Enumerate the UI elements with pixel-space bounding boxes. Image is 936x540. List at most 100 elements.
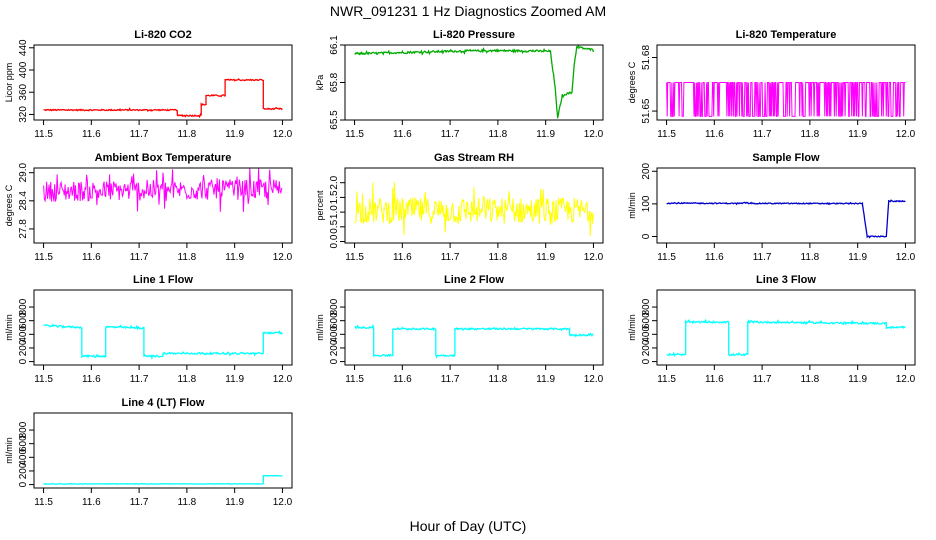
series-line xyxy=(354,44,595,119)
y-tick-label: 800 xyxy=(329,298,340,315)
figure-xlabel: Hour of Day (UTC) xyxy=(410,518,527,534)
y-tick-label: 65.5 xyxy=(329,110,340,130)
x-tick-label: 11.9 xyxy=(848,374,867,385)
panel-title: Li-820 CO2 xyxy=(134,29,191,41)
y-tick-label: 0.5 xyxy=(329,219,340,233)
x-tick-label: 12.0 xyxy=(584,252,604,263)
y-tick-label: 1.0 xyxy=(329,205,340,219)
y-tick-label: 600 xyxy=(18,312,29,329)
y-tick-label: 200 xyxy=(18,462,29,479)
y-axis-label: degrees C xyxy=(4,184,14,226)
x-tick-label: 12.0 xyxy=(584,129,604,140)
x-tick-label: 11.8 xyxy=(801,252,820,263)
x-tick-label: 11.5 xyxy=(34,129,53,140)
y-axis-label: ml/min xyxy=(627,314,637,341)
series-line xyxy=(666,199,906,239)
y-tick-label: 600 xyxy=(18,435,29,452)
x-tick-label: 11.7 xyxy=(753,374,772,385)
x-tick-label: 12.0 xyxy=(584,374,604,385)
y-tick-label: 800 xyxy=(18,298,29,315)
y-tick-label: 51.65 xyxy=(641,98,652,123)
y-axis-label: percent xyxy=(315,190,325,221)
panel-title: Line 3 Flow xyxy=(756,274,816,286)
x-tick-label: 11.8 xyxy=(178,129,197,140)
x-tick-label: 11.5 xyxy=(34,252,53,263)
panel-1: Li-820 Pressure 11.5 11.6 11.7 11.8 11.9 12.0 6… xyxy=(315,29,604,140)
x-tick-label: 11.8 xyxy=(178,374,197,385)
y-tick-label: 51.68 xyxy=(641,45,652,70)
y-tick-label: 29.0 xyxy=(18,163,29,183)
x-tick-label: 11.5 xyxy=(657,252,676,263)
series-line xyxy=(43,78,283,119)
y-tick-label: 600 xyxy=(641,312,652,329)
x-tick-label: 11.9 xyxy=(225,374,244,385)
y-tick-label: 66.1 xyxy=(329,35,340,55)
x-tick-label: 11.8 xyxy=(801,129,820,140)
x-tick-label: 11.9 xyxy=(848,252,867,263)
x-tick-label: 11.8 xyxy=(489,252,508,263)
x-tick-label: 11.8 xyxy=(178,497,197,508)
y-axis-label: degrees C xyxy=(627,61,637,103)
panel-9: Line 4 (LT) Flow 11.5 11.6 11.7 11.8 11.9 12.0… xyxy=(4,397,293,508)
y-tick-label: 800 xyxy=(641,298,652,315)
panel-title: Line 4 (LT) Flow xyxy=(122,397,205,409)
panel-title: Ambient Box Temperature xyxy=(95,152,232,164)
plot-frame xyxy=(344,167,604,244)
y-tick-label: 200 xyxy=(641,339,652,356)
panel-2: Li-820 Temperature 11.5 11.6 11.7 11.8 11.9 12… xyxy=(627,29,916,140)
series-line xyxy=(354,323,594,359)
plot-frame xyxy=(656,167,916,244)
y-axis-label: ml/min xyxy=(315,314,325,341)
x-tick-label: 11.5 xyxy=(34,374,53,385)
figure-title: NWR_091231 1 Hz Diagnostics Zoomed AM xyxy=(330,3,606,19)
x-tick-label: 11.7 xyxy=(753,129,772,140)
x-tick-label: 11.7 xyxy=(753,252,772,263)
x-tick-label: 11.8 xyxy=(801,374,820,385)
y-tick-label: 400 xyxy=(641,326,652,343)
x-tick-label: 11.5 xyxy=(345,129,364,140)
y-tick-label: 200 xyxy=(641,162,652,179)
panel-0: Li-820 CO2 11.5 11.6 11.7 11.8 11.9 12.0 320 360… xyxy=(4,29,293,140)
y-tick-label: 440 xyxy=(18,39,29,56)
panel-title: Gas Stream RH xyxy=(434,152,514,164)
x-tick-label: 12.0 xyxy=(273,252,293,263)
x-tick-label: 11.6 xyxy=(393,129,412,140)
panel-title: Line 1 Flow xyxy=(133,274,193,286)
y-tick-label: 800 xyxy=(18,421,29,438)
plot-frame xyxy=(344,289,604,366)
y-tick-label: 400 xyxy=(18,61,29,78)
x-tick-label: 11.5 xyxy=(345,252,364,263)
x-tick-label: 11.7 xyxy=(441,129,460,140)
y-tick-label: 200 xyxy=(329,339,340,356)
x-tick-label: 11.9 xyxy=(536,252,555,263)
y-tick-label: 400 xyxy=(18,449,29,466)
x-tick-label: 11.9 xyxy=(225,129,244,140)
x-tick-label: 12.0 xyxy=(896,374,916,385)
x-tick-label: 11.7 xyxy=(441,252,460,263)
series-line xyxy=(354,182,594,236)
y-tick-label: 0.0 xyxy=(329,234,340,248)
y-tick-label: 0 xyxy=(18,358,29,364)
x-tick-label: 12.0 xyxy=(273,129,293,140)
series-line xyxy=(666,82,906,117)
panel-title: Li-820 Temperature xyxy=(736,29,837,41)
x-tick-label: 11.5 xyxy=(657,129,676,140)
y-tick-label: 0 xyxy=(641,233,652,239)
x-tick-label: 11.6 xyxy=(393,252,412,263)
panel-title: Line 2 Flow xyxy=(444,274,504,286)
y-tick-label: 100 xyxy=(641,195,652,212)
plot-frame xyxy=(344,44,604,121)
y-tick-label: 320 xyxy=(18,106,29,123)
panel-7: Line 2 Flow 11.5 11.6 11.7 11.8 11.9 12.0 0 2004… xyxy=(315,274,604,385)
series-line xyxy=(43,167,283,212)
x-tick-label: 12.0 xyxy=(273,374,293,385)
x-tick-label: 11.6 xyxy=(705,129,724,140)
x-tick-label: 11.7 xyxy=(130,252,149,263)
panel-6: Line 1 Flow 11.5 11.6 11.7 11.8 11.9 12.0 0 2004… xyxy=(4,274,293,385)
y-tick-label: 360 xyxy=(18,83,29,100)
panel-8: Line 3 Flow 11.5 11.6 11.7 11.8 11.9 12.0 0 2004… xyxy=(627,274,916,385)
x-tick-label: 11.7 xyxy=(441,374,460,385)
plot-frame xyxy=(33,44,293,121)
plot-frame xyxy=(33,289,293,366)
x-tick-label: 12.0 xyxy=(896,252,916,263)
